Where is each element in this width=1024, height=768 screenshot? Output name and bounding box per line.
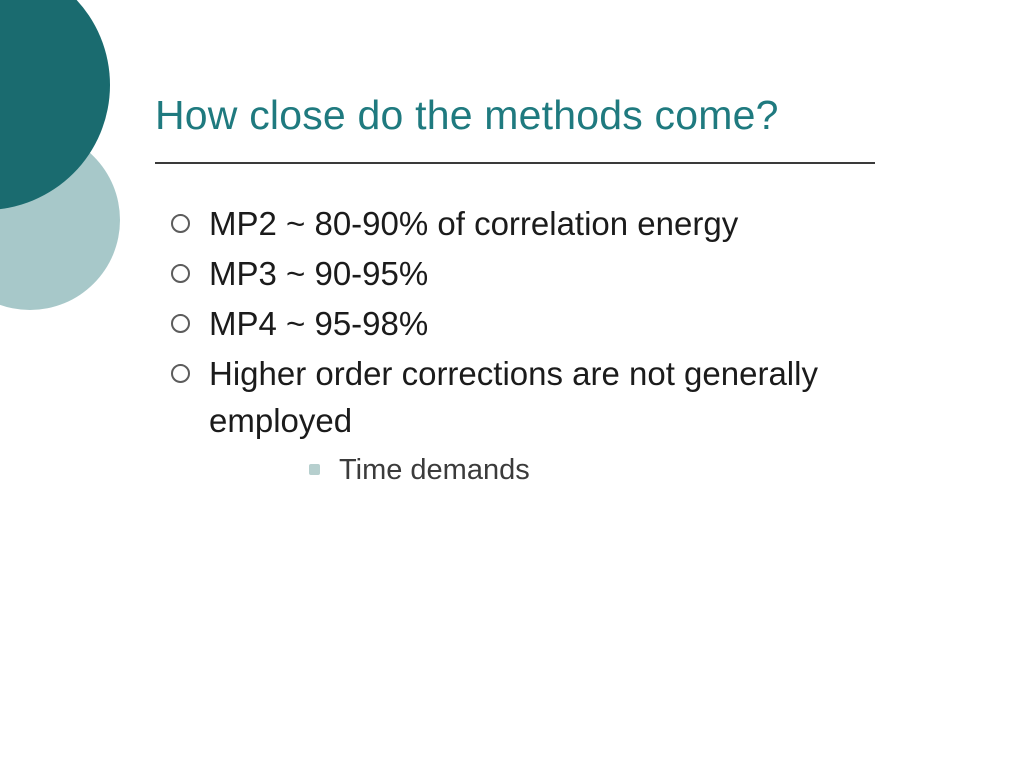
bullet-text: MP4 ~ 95-98%: [209, 305, 428, 342]
bullet-list: MP2 ~ 80-90% of correlation energy MP3 ~…: [165, 200, 905, 491]
sub-bullet-list: Time demands: [209, 449, 905, 491]
bullet-item: Higher order corrections are not general…: [165, 350, 905, 492]
bullet-text: MP2 ~ 80-90% of correlation energy: [209, 205, 738, 242]
sub-bullet-item: Time demands: [209, 449, 905, 491]
sub-bullet-text: Time demands: [339, 454, 530, 486]
title-underline: [155, 162, 875, 164]
bullet-item: MP3 ~ 90-95%: [165, 250, 905, 298]
bullet-text: MP3 ~ 90-95%: [209, 255, 428, 292]
bullet-item: MP4 ~ 95-98%: [165, 300, 905, 348]
slide-title: How close do the methods come?: [155, 92, 779, 139]
slide: How close do the methods come? MP2 ~ 80-…: [0, 0, 1024, 768]
slide-content: MP2 ~ 80-90% of correlation energy MP3 ~…: [165, 200, 905, 493]
bullet-text: Higher order corrections are not general…: [209, 355, 818, 440]
bullet-item: MP2 ~ 80-90% of correlation energy: [165, 200, 905, 248]
